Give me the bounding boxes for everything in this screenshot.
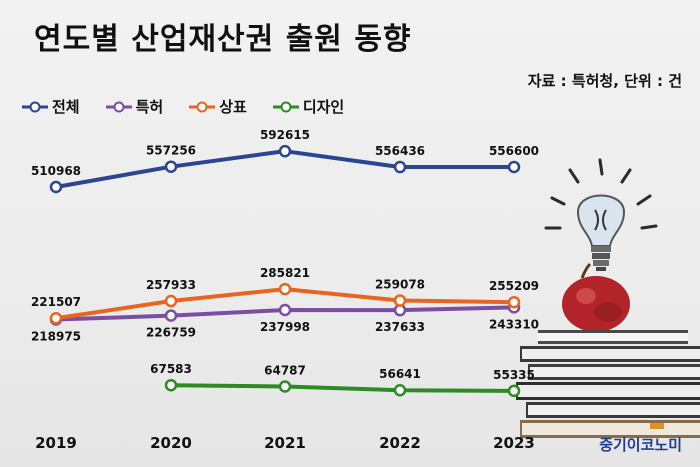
data-label-patent-2020: 226759: [146, 326, 196, 340]
legend-label-total: 전체: [52, 98, 80, 116]
data-point-trademark-2019: [49, 311, 63, 325]
data-point-design-2022: [393, 383, 407, 397]
data-point-patent-2021: [278, 303, 292, 317]
data-point-total-2022: [393, 160, 407, 174]
data-label-trademark-2023: 255209: [489, 279, 539, 293]
legend-swatch-design: [272, 101, 299, 112]
data-point-total-2020: [164, 160, 178, 173]
data-point-trademark-2022: [393, 294, 407, 307]
legend-label-patent: 특허: [135, 98, 164, 116]
data-label-total-2021: 592615: [260, 128, 310, 142]
data-label-design-2021: 64787: [264, 363, 306, 377]
lightbulb-icon: [576, 194, 626, 271]
chart-title: 연도별 산업재산권 출원 동향: [34, 22, 412, 57]
series-line-design: [170, 383, 515, 393]
legend-item-patent: 특허: [105, 96, 164, 117]
data-label-trademark-2019: 221507: [31, 295, 81, 309]
data-point-trademark-2021: [278, 282, 292, 296]
x-tick-label-2020: 2020: [150, 434, 192, 452]
data-point-total-2019: [49, 180, 63, 194]
data-label-patent-2021: 237998: [260, 320, 310, 334]
data-label-design-2023: 55335: [493, 368, 535, 382]
apple-icon: [562, 262, 630, 332]
data-label-patent-2019: 218975: [31, 330, 81, 344]
legend-swatch-patent: [105, 101, 132, 112]
legend-swatch-trademark: [189, 101, 216, 112]
legend-item-total: 전체: [22, 96, 80, 117]
data-point-total-2023: [507, 160, 521, 174]
lightbulb-rays-icon: [544, 158, 658, 230]
source-note: 자료 : 특허청, 단위 : 건: [527, 72, 682, 90]
legend-item-trademark: 상표: [189, 96, 247, 117]
data-label-patent-2022: 237633: [375, 320, 425, 334]
books-apple-lightbulb-illustration: [516, 158, 700, 438]
data-point-design-2023: [507, 384, 521, 398]
data-label-trademark-2022: 259078: [375, 278, 425, 292]
data-point-design-2021: [278, 380, 292, 393]
x-tick-label-2019: 2019: [35, 434, 77, 452]
data-label-total-2020: 557256: [146, 144, 196, 158]
legend: 전체 특허 상표 디자인: [22, 96, 344, 117]
legend-item-design: 디자인: [272, 96, 345, 117]
data-point-patent-2020: [164, 309, 178, 322]
data-label-total-2022: 556436: [375, 144, 425, 158]
legend-label-design: 디자인: [302, 98, 345, 116]
x-tick-label-2021: 2021: [264, 434, 306, 452]
data-label-trademark-2021: 285821: [260, 266, 310, 280]
legend-label-trademark: 상표: [219, 98, 247, 116]
data-point-total-2021: [278, 144, 292, 158]
data-label-total-2019: 510968: [31, 164, 81, 178]
brand-logo-text: 중기이코노미: [599, 436, 682, 454]
data-point-trademark-2023: [507, 295, 521, 309]
data-label-design-2022: 56641: [379, 367, 421, 381]
data-point-trademark-2020: [164, 294, 178, 308]
data-label-trademark-2020: 257933: [146, 278, 196, 292]
data-point-design-2020: [164, 378, 178, 392]
legend-swatch-total: [22, 101, 48, 112]
x-tick-label-2023: 2023: [493, 434, 535, 452]
data-label-design-2020: 67583: [150, 362, 192, 376]
data-label-total-2023: 556600: [489, 144, 539, 158]
data-label-patent-2023: 243310: [489, 317, 539, 331]
book-stack-icon: [516, 330, 700, 438]
x-tick-label-2022: 2022: [379, 434, 421, 452]
